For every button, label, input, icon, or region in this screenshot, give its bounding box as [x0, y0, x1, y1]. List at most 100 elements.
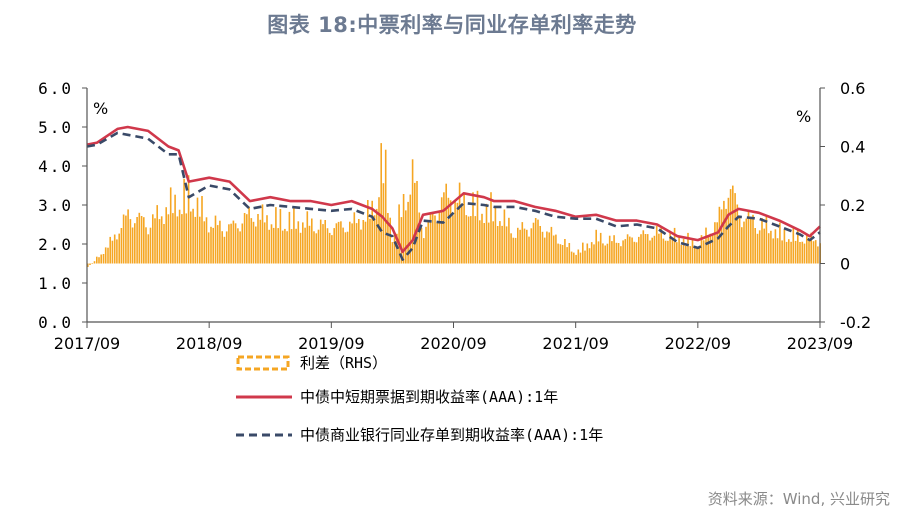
spread-bar	[418, 212, 421, 264]
spread-bar	[355, 223, 358, 264]
spread-bar	[201, 196, 203, 264]
spread-bar	[331, 235, 333, 264]
spread-bar	[216, 225, 219, 264]
spread-bar	[794, 240, 797, 264]
spread-bar	[219, 220, 221, 264]
spread-bar	[113, 234, 116, 264]
spread-bar	[568, 243, 571, 264]
spread-bar	[743, 221, 745, 264]
spread-bar	[523, 228, 526, 264]
spread-bar	[203, 221, 206, 264]
y-right-tick-label: 0	[840, 255, 850, 274]
mtn-yield-line	[86, 125, 821, 254]
spread-bar	[705, 227, 707, 264]
spread-bar	[362, 220, 365, 264]
spread-bar	[317, 229, 320, 264]
spread-bar	[732, 185, 734, 264]
spread-bar	[714, 222, 716, 264]
spread-bar	[190, 211, 192, 264]
spread-bar	[405, 210, 407, 264]
spread-bar	[228, 224, 230, 264]
spread-bar	[622, 240, 624, 264]
spread-bar	[252, 221, 255, 264]
spread-bar	[143, 217, 145, 264]
spread-bar	[246, 214, 248, 264]
spread-bar	[727, 197, 730, 264]
spread-bar	[102, 254, 105, 264]
spread-bar	[163, 224, 165, 264]
legend-swatch-ncd	[236, 433, 292, 437]
spread-bar	[467, 216, 470, 264]
spread-bar	[779, 222, 781, 264]
spread-bar	[295, 228, 297, 264]
spread-bar	[754, 228, 756, 264]
spread-bar	[447, 197, 450, 264]
spread-bar	[194, 216, 197, 264]
spread-bar	[669, 230, 671, 264]
spread-bar	[687, 232, 689, 264]
spread-bar	[593, 244, 595, 264]
spread-bar	[364, 221, 367, 264]
spread-bar	[810, 232, 812, 264]
spread-bar	[199, 216, 201, 264]
spread-bar	[534, 218, 537, 264]
spread-bar	[604, 245, 606, 264]
spread-bar	[611, 241, 613, 264]
spread-bar	[745, 218, 748, 264]
spread-bar	[631, 237, 633, 264]
spread-bar	[250, 218, 253, 264]
spread-bar	[378, 197, 380, 264]
spread-bar	[140, 216, 143, 264]
spread-bar	[127, 209, 129, 264]
spread-bar	[311, 218, 313, 264]
spread-bar	[575, 254, 577, 264]
spread-bar	[423, 238, 425, 264]
spread-bar	[266, 215, 268, 264]
spread-bar	[429, 213, 432, 264]
spread-bar	[649, 240, 651, 264]
spread-bar	[783, 229, 786, 264]
spread-bar	[803, 243, 806, 264]
spread-bar	[496, 226, 499, 264]
spread-bar	[373, 215, 376, 264]
spread-bar	[152, 214, 154, 264]
spread-bar	[268, 229, 270, 264]
spread-bar	[801, 241, 804, 264]
spread-bar	[420, 227, 423, 264]
spread-bar	[552, 235, 555, 264]
spread-bar	[573, 252, 575, 264]
spread-bar	[297, 221, 300, 264]
spread-bar	[328, 232, 331, 264]
spread-bar	[476, 190, 479, 264]
spread-bar	[720, 209, 723, 264]
spread-bar	[367, 200, 369, 264]
spread-bar	[633, 241, 636, 264]
spread-bar	[277, 228, 279, 264]
spread-bar	[752, 214, 754, 264]
spread-bar	[626, 234, 629, 264]
spread-bar	[324, 220, 326, 264]
spread-bar	[767, 233, 770, 264]
spread-bar	[400, 217, 403, 264]
spread-bar	[519, 229, 521, 264]
spread-bar	[436, 221, 438, 264]
spread-bar	[490, 192, 492, 264]
chart-title: 图表 18:中票利率与同业存单利率走势	[267, 13, 637, 37]
spread-bar	[532, 222, 535, 264]
spread-bar	[595, 229, 597, 264]
y-right-unit: %	[796, 107, 811, 126]
spread-bar	[308, 225, 311, 264]
spread-bar	[501, 225, 503, 264]
spread-bar	[290, 229, 293, 264]
x-tick-label: 2018/09	[176, 334, 242, 353]
spread-bar	[613, 235, 615, 264]
spread-bar	[185, 213, 188, 264]
spread-bar	[526, 229, 528, 264]
spread-bar	[104, 247, 107, 264]
spread-bar	[319, 219, 322, 264]
spread-bar	[183, 178, 185, 264]
spread-bar	[806, 235, 808, 264]
spread-bar	[808, 240, 810, 264]
spread-bar	[181, 214, 183, 264]
